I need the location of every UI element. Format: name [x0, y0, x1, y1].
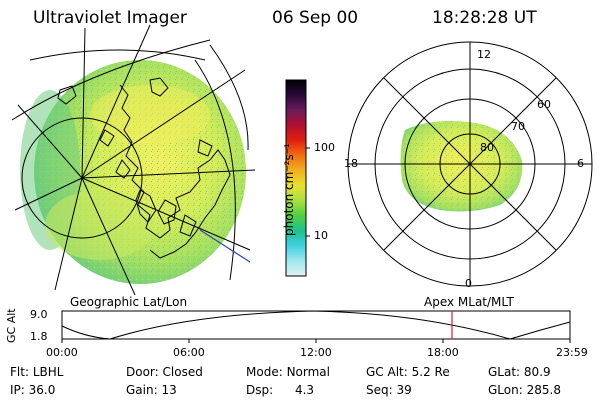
mlt-label-6: 6	[577, 157, 584, 170]
gain-info: Gain: 13	[126, 383, 177, 397]
dsp-info: Dsp: 4.3	[246, 383, 315, 397]
geographic-grid	[11, 24, 256, 296]
seq-info: Seq: 39	[366, 383, 412, 397]
altitude-xtick: 00:00	[46, 346, 78, 359]
glat-info: GLat: 80.9	[488, 365, 551, 379]
colorbar-tick-10: 10	[314, 229, 328, 242]
filter-info: Flt: LBHL	[10, 365, 64, 379]
mlat-label-60: 60	[537, 98, 551, 111]
mlt-label-12: 12	[477, 48, 491, 61]
altitude-plot	[61, 310, 571, 343]
altitude-ytick-max: 9.0	[30, 308, 48, 321]
geographic-panel-label: Geographic Lat/Lon	[70, 295, 188, 309]
glon-info: GLon: 285.8	[488, 383, 561, 397]
terminator-line	[199, 229, 251, 263]
polar-grid	[347, 41, 593, 287]
altitude-ylabel: GC Alt	[5, 308, 18, 343]
gc-alt-info: GC Alt: 5.2 Re	[366, 365, 450, 379]
mlt-label-0: 0	[465, 277, 472, 290]
ip-info: IP: 36.0	[10, 383, 56, 397]
date-label: 06 Sep 00	[272, 8, 359, 28]
altitude-xtick: 12:00	[300, 346, 332, 359]
altitude-xtick: 06:00	[173, 346, 205, 359]
altitude-xtick: 23:59	[556, 346, 588, 359]
coastline-outline	[57, 77, 231, 259]
door-info: Door: Closed	[126, 365, 203, 379]
mlat-label-70: 70	[511, 120, 525, 133]
mlt-label-18: 18	[344, 157, 358, 170]
polar-panel-label: Apex MLat/MLT	[424, 295, 514, 309]
colorbar-unit-label: photon cm⁻²s⁻¹	[282, 143, 296, 236]
altitude-xtick: 18:00	[427, 346, 459, 359]
colorbar	[285, 79, 310, 277]
colorbar-tick-100: 100	[314, 141, 335, 154]
mlat-label-80: 80	[480, 141, 494, 154]
instrument-title: Ultraviolet Imager	[33, 8, 187, 28]
mode-info: Mode: Normal	[246, 365, 330, 379]
altitude-ytick-min: 1.8	[30, 330, 48, 343]
time-label: 18:28:28 UT	[432, 8, 537, 28]
